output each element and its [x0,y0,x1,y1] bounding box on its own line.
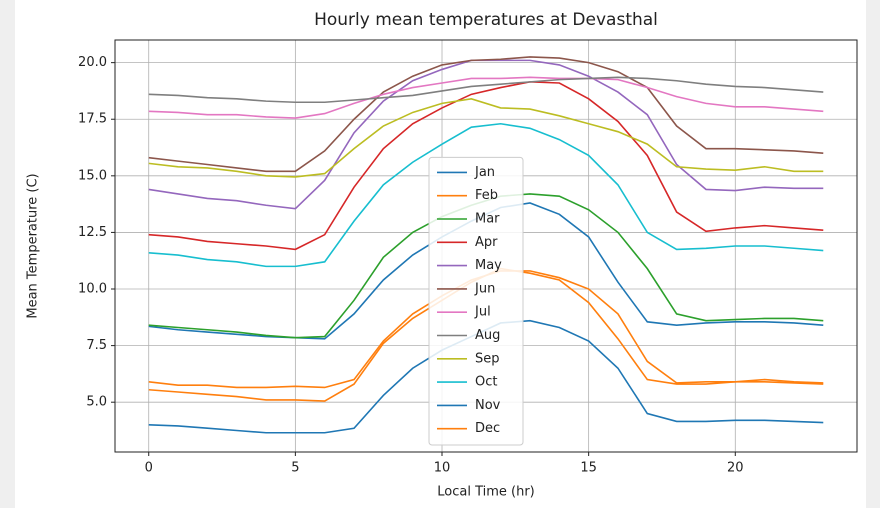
legend-label: Apr [475,235,498,250]
series-line [148,81,824,251]
legend-label: Aug [475,328,500,343]
series-line [148,98,824,178]
x-tick-label: 20 [727,461,744,476]
y-tick-label: 17.5 [78,112,107,127]
legend-label: Jul [474,305,491,320]
chart-title: Hourly mean temperatures at Devasthal [314,10,658,30]
series-line [148,76,824,104]
y-tick-label: 7.5 [86,338,107,353]
x-tick-label: 5 [291,461,299,476]
legend-label: Oct [475,375,497,390]
legend-box [428,156,524,446]
x-axis-label: Local Time (hr) [437,485,535,500]
legend-label: Jun [474,281,495,296]
x-tick-label: 10 [434,461,451,476]
x-tick-label: 0 [145,461,153,476]
y-tick-label: 12.5 [78,225,107,240]
y-tick-label: 5.0 [86,395,107,410]
series-line [148,122,824,268]
legend-label: Jan [474,165,495,180]
legend-label: Sep [475,351,500,366]
legend-label: Feb [475,188,498,203]
y-axis-label: Mean Temperature (C) [26,173,41,318]
legend-label: Nov [475,398,501,413]
y-tick-label: 10.0 [78,282,107,297]
legend-label: Mar [475,212,500,227]
series-line [148,76,824,119]
legend-label: May [475,258,502,273]
series-line [148,56,824,173]
x-tick-label: 15 [580,461,597,476]
legend-label: Dec [475,421,500,436]
y-tick-label: 15.0 [78,168,107,183]
plot-frame [114,39,858,453]
y-tick-label: 20.0 [78,55,107,70]
